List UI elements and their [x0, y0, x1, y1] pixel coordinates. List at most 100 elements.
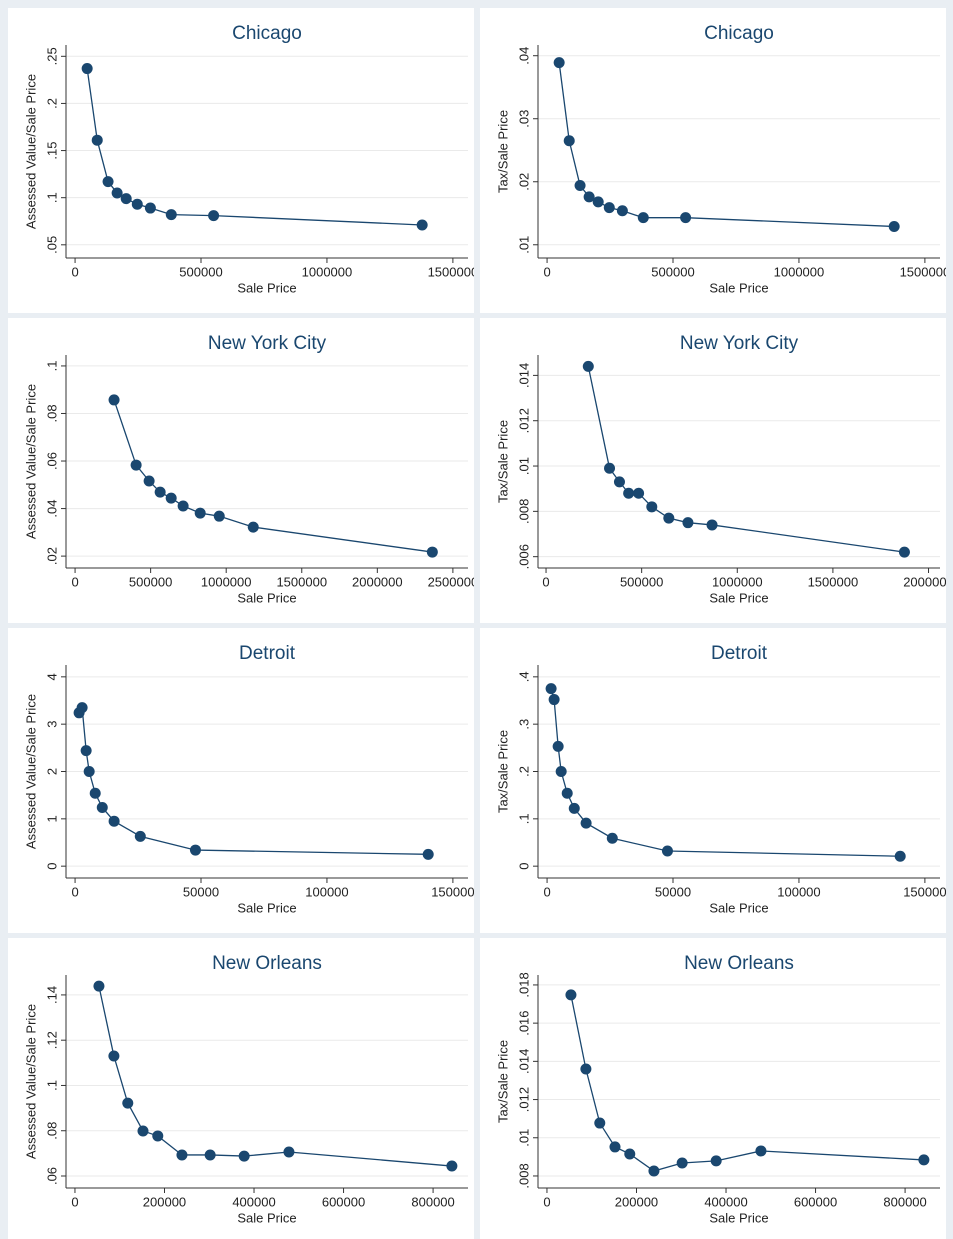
y-tick-label: .01 — [516, 457, 531, 475]
x-tick-label: 500000 — [651, 264, 694, 279]
y-tick-label: .04 — [44, 500, 59, 518]
chart-title: New York City — [680, 333, 799, 354]
panel-background — [480, 938, 946, 1239]
marker — [91, 134, 103, 146]
marker — [152, 1130, 164, 1142]
marker — [108, 1050, 120, 1062]
marker — [565, 989, 577, 1001]
y-tick-label: .014 — [516, 1049, 531, 1074]
y-tick-label: .05 — [44, 236, 59, 254]
marker — [663, 512, 675, 524]
marker — [583, 191, 595, 203]
x-tick-label: 1000000 — [201, 574, 252, 589]
y-axis-title: Assessed Value/Sale Price — [23, 384, 38, 539]
marker — [283, 1146, 295, 1158]
y-axis-title: Tax/Sale Price — [495, 420, 510, 503]
x-tick-label: 0 — [71, 574, 78, 589]
line — [86, 68, 423, 226]
x-axis-title: Sale Price — [709, 280, 768, 295]
y-tick-label: .02 — [516, 173, 531, 191]
marker — [165, 209, 177, 221]
y-axis-title: Tax/Sale Price — [495, 730, 510, 813]
x-tick-label: 600000 — [322, 1194, 365, 1209]
y-axis-title: Assessed Value/Sale Price — [23, 1004, 38, 1159]
x-tick-label: 2000000 — [903, 574, 953, 589]
marker — [213, 510, 225, 522]
x-tick-label: 400000 — [232, 1194, 275, 1209]
y-tick-label: .016 — [516, 1010, 531, 1035]
marker — [81, 63, 93, 75]
marker — [609, 1141, 621, 1153]
marker — [247, 521, 259, 533]
panel-background — [480, 318, 946, 623]
marker — [422, 848, 434, 860]
marker — [80, 745, 92, 757]
marker — [624, 1148, 636, 1160]
marker — [144, 202, 156, 214]
y-tick-label: 2 — [44, 768, 59, 775]
x-tick-label: 2500000 — [428, 574, 479, 589]
y-tick-label: .1 — [516, 813, 531, 824]
marker — [93, 980, 105, 992]
x-tick-label: 1000000 — [712, 574, 763, 589]
x-tick-label: 1500000 — [276, 574, 327, 589]
chart-title: Chicago — [232, 23, 302, 44]
marker — [416, 219, 428, 231]
y-tick-label: .008 — [516, 1163, 531, 1188]
marker — [446, 1160, 458, 1172]
panel-background — [8, 628, 474, 933]
marker — [76, 702, 88, 714]
x-tick-label: 1500000 — [900, 264, 951, 279]
x-tick-label: 1000000 — [774, 264, 825, 279]
x-tick-label: 0 — [542, 574, 549, 589]
x-tick-label: 1000000 — [302, 264, 353, 279]
x-tick-label: 1500000 — [808, 574, 859, 589]
marker — [204, 1149, 216, 1161]
y-tick-label: .03 — [516, 110, 531, 128]
panel: New York City .02 .04 .06 .08 .1 0 500000 100000… — [8, 318, 479, 623]
x-tick-label: 2000000 — [352, 574, 403, 589]
marker — [918, 1154, 930, 1166]
y-tick-label: .012 — [516, 1087, 531, 1112]
marker — [661, 845, 673, 857]
x-tick-label: 200000 — [615, 1194, 658, 1209]
chart-title: New York City — [208, 333, 327, 354]
y-tick-label: .06 — [44, 452, 59, 470]
panel: New York City .006 .008 .01 .012 .014 0 500000 1… — [480, 318, 953, 623]
y-tick-label: .014 — [516, 363, 531, 388]
x-tick-label: 100000 — [777, 884, 820, 899]
x-tick-label: 50000 — [655, 884, 691, 899]
y-tick-label: .12 — [44, 1031, 59, 1049]
marker — [83, 766, 95, 777]
y-tick-label: .06 — [44, 1167, 59, 1185]
y-axis-title: Tax/Sale Price — [495, 110, 510, 193]
x-tick-label: 1500000 — [428, 264, 479, 279]
y-tick-label: .04 — [516, 47, 531, 65]
y-tick-label: .2 — [44, 98, 59, 109]
y-tick-label: .25 — [44, 47, 59, 65]
marker — [561, 787, 573, 799]
panel: New Orleans .008 .01 .012 .014 .016 .018 0 20000… — [480, 938, 946, 1239]
marker — [154, 486, 166, 498]
marker — [680, 212, 692, 224]
marker — [194, 507, 206, 519]
marker — [710, 1155, 722, 1167]
x-tick-label: 0 — [71, 884, 78, 899]
marker — [604, 462, 616, 474]
chart-title: New Orleans — [684, 953, 794, 974]
marker — [177, 500, 189, 512]
y-tick-label: .012 — [516, 408, 531, 433]
marker — [616, 205, 628, 217]
marker — [426, 546, 438, 558]
marker — [676, 1157, 688, 1169]
line — [570, 994, 924, 1172]
marker — [682, 517, 694, 529]
marker — [137, 1125, 149, 1137]
marker — [108, 394, 120, 406]
marker — [548, 694, 560, 706]
marker — [603, 202, 615, 214]
x-tick-label: 150000 — [903, 884, 946, 899]
x-tick-label: 50000 — [183, 884, 219, 899]
y-tick-label: .018 — [516, 972, 531, 997]
line — [558, 62, 895, 228]
